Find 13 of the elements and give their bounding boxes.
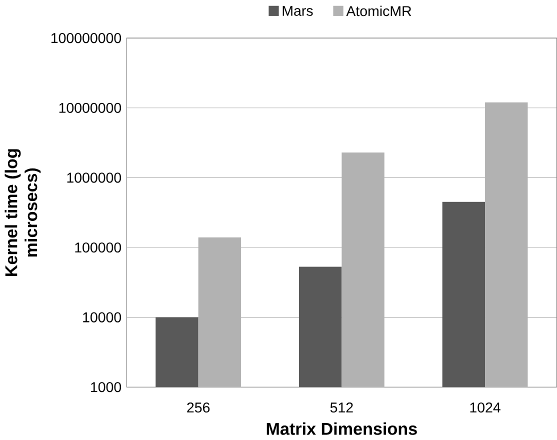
legend-label: AtomicMR	[346, 6, 412, 16]
y-tick-label: 1000	[91, 382, 122, 392]
y-tick-label: 100000	[75, 242, 122, 253]
y-tick-label: 10000	[83, 312, 122, 323]
legend-label: Mars	[282, 6, 313, 16]
y-axis-title: Kernel time (log microsecs)	[4, 149, 41, 276]
y-tick-label: 100000000	[51, 33, 122, 44]
x-axis-title: Matrix Dimensions	[266, 422, 417, 436]
y-tick-label: 10000000	[59, 103, 122, 114]
x-tick-label: 1024	[470, 402, 500, 413]
x-tick-label: 512	[330, 402, 353, 413]
x-tick-label: 256	[187, 402, 210, 413]
y-tick-label: 1000000	[67, 172, 122, 183]
